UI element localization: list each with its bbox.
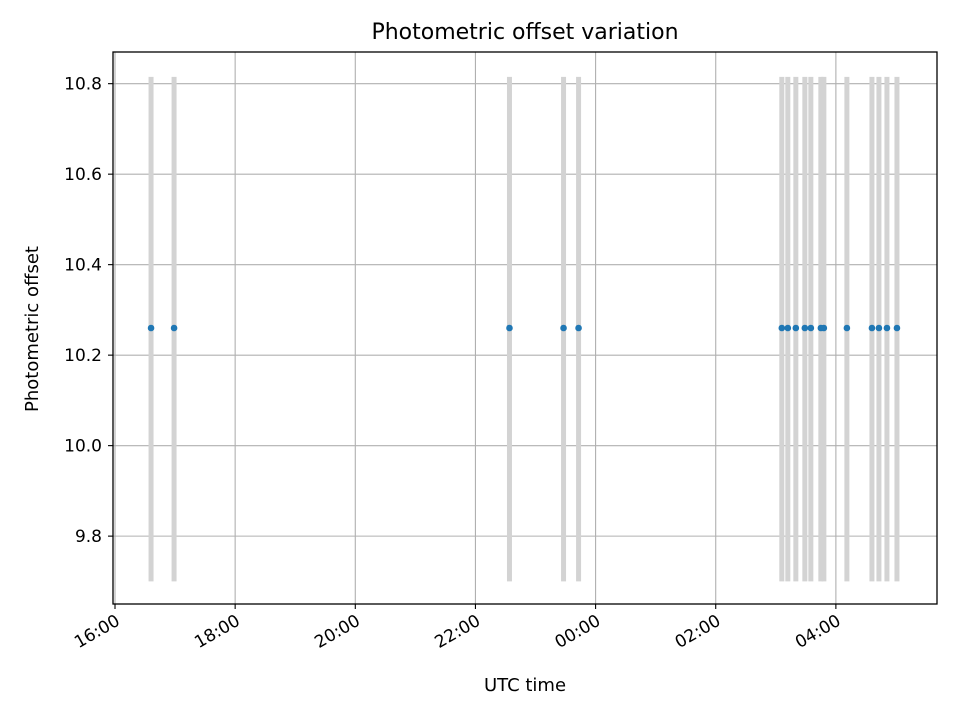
y-axis-ticks: 9.8 10.0 10.2 10.4 10.6 10.8 — [64, 75, 113, 547]
y-tick-label: 10.0 — [64, 437, 102, 457]
data-point — [506, 324, 513, 332]
data-point — [784, 324, 792, 332]
data-point — [560, 324, 567, 332]
data-point — [801, 324, 809, 332]
data-point — [893, 324, 901, 332]
y-tick-label: 9.8 — [75, 527, 102, 547]
data-point — [170, 324, 178, 332]
data-point — [875, 324, 883, 332]
data-point — [807, 324, 815, 332]
data-points — [147, 324, 901, 332]
grid — [113, 52, 937, 604]
y-tick-label: 10.8 — [64, 75, 102, 95]
y-tick-label: 10.2 — [64, 346, 102, 366]
data-point — [778, 324, 786, 332]
data-point — [820, 324, 828, 332]
data-point — [883, 324, 891, 332]
y-tick-label: 10.4 — [64, 256, 102, 276]
data-point — [147, 324, 155, 332]
chart-title: Photometric offset variation — [371, 20, 678, 45]
x-axis-label: UTC time — [484, 675, 566, 696]
data-point — [575, 324, 582, 332]
y-axis-label: Photometric offset — [22, 246, 43, 412]
data-point — [792, 324, 800, 332]
data-point — [843, 324, 851, 332]
plot-frame — [112, 51, 938, 605]
y-tick-label: 10.6 — [64, 165, 102, 185]
data-point — [868, 324, 876, 332]
